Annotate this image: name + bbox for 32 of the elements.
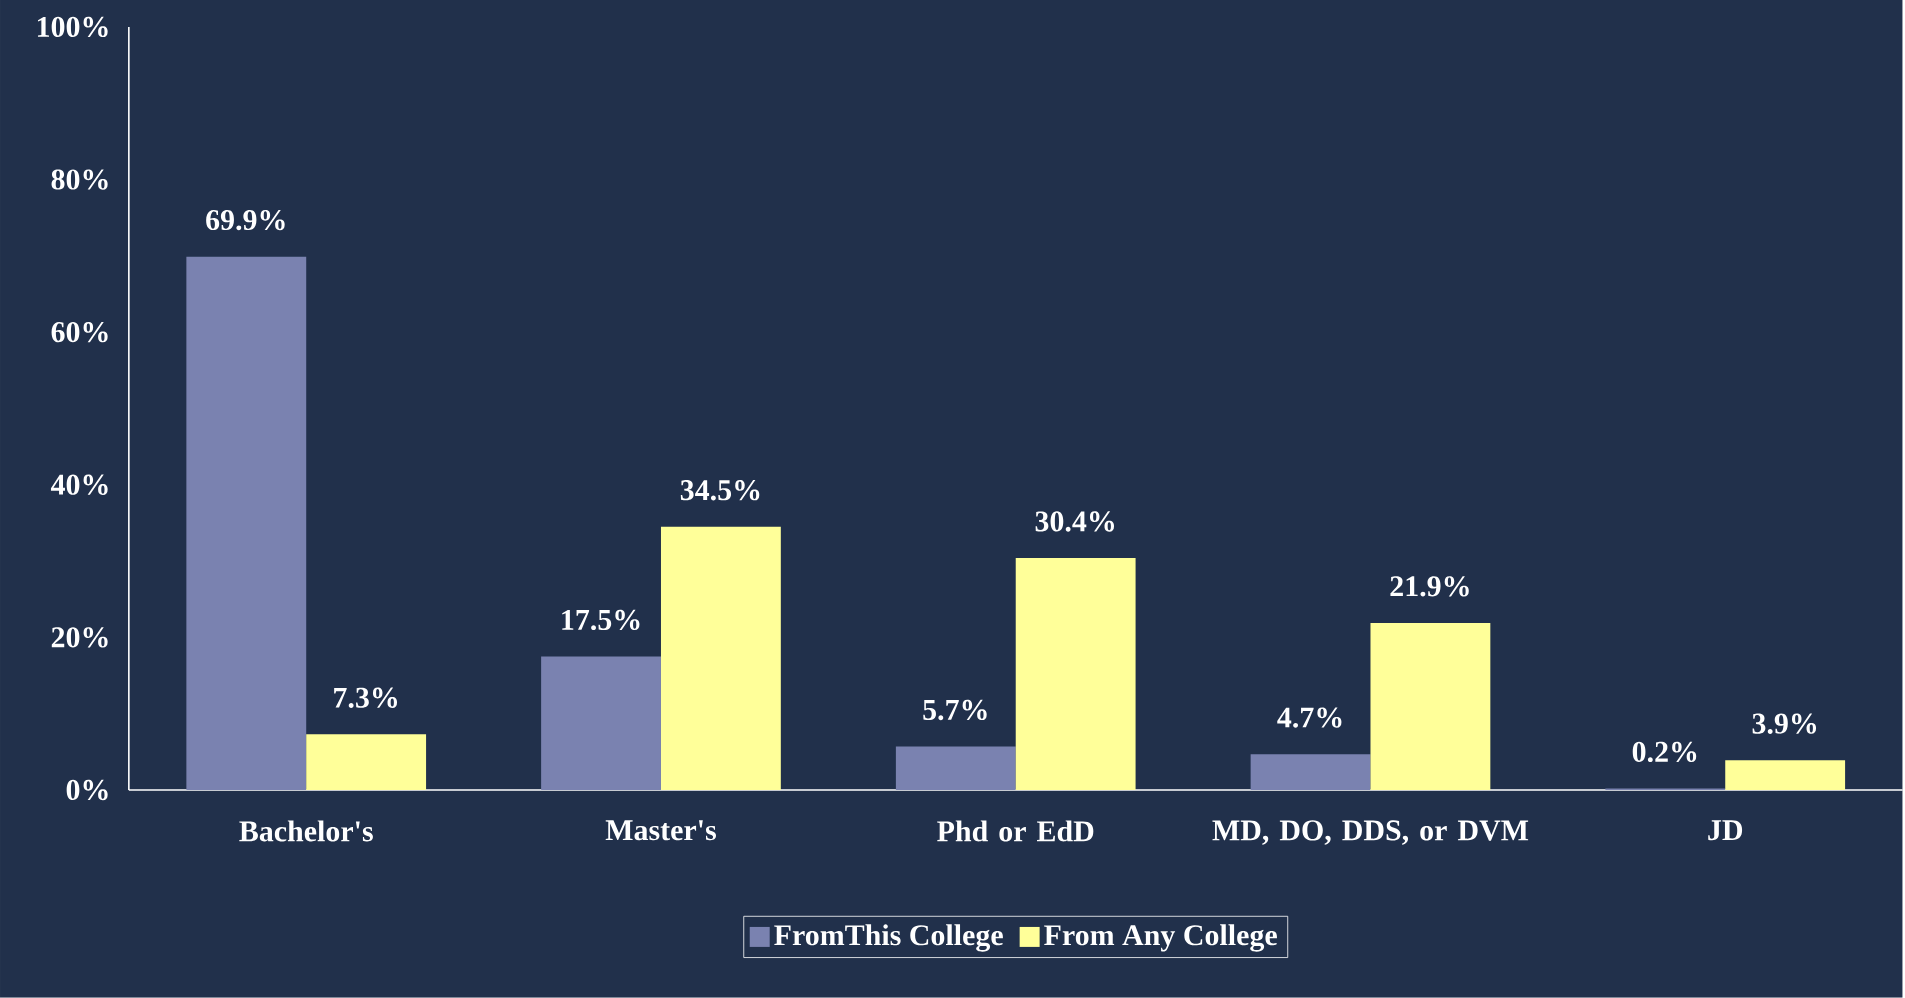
bar <box>186 256 307 791</box>
data-label: 5.7% <box>923 699 987 721</box>
y-tick-label: 40% <box>50 474 108 496</box>
y-tick-label: 100% <box>37 16 108 38</box>
legend-label: From Any College <box>1044 924 1277 952</box>
data-label: 30.4% <box>1035 511 1115 532</box>
bar <box>895 746 1016 791</box>
y-tick-label: 20% <box>51 627 108 648</box>
data-label: 69.9% <box>206 210 285 231</box>
bar <box>1015 558 1136 791</box>
data-label: 17.5% <box>562 609 640 631</box>
data-label: 3.9% <box>1752 713 1817 735</box>
data-label: 4.7% <box>1277 707 1342 728</box>
x-tick-label: Master's <box>605 820 716 841</box>
bar <box>1250 754 1371 791</box>
x-tick-label: Bachelor's <box>239 820 373 842</box>
x-tick-label: MD, DO, DDS, or DVM <box>1212 820 1529 845</box>
bar <box>1725 760 1846 791</box>
bar <box>306 734 427 791</box>
data-label: 0.2% <box>1632 741 1697 763</box>
x-tick-label: JD <box>1708 820 1743 841</box>
x-tick-label: Phd or EdD <box>937 820 1094 842</box>
data-label: 7.3% <box>334 687 398 709</box>
data-label: 34.5% <box>680 480 760 501</box>
bar <box>1370 623 1491 791</box>
legend-label: FromThis College <box>774 924 1003 952</box>
data-label: 21.9% <box>1390 576 1469 597</box>
bar <box>660 526 781 791</box>
bar <box>541 656 661 791</box>
y-tick-label: 60% <box>51 322 108 343</box>
y-tick-label: 0% <box>66 779 108 801</box>
y-tick-label: 80% <box>51 169 108 190</box>
